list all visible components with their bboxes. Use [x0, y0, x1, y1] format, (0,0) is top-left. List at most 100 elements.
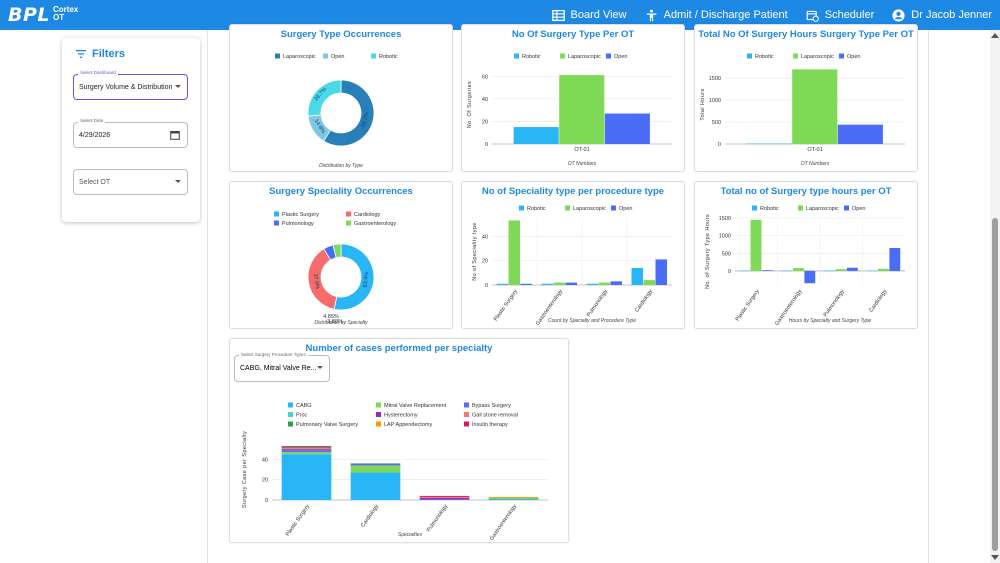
- legend-label: Robotic: [522, 54, 541, 60]
- logo-sub: Cortex OT: [53, 5, 79, 22]
- legend-swatch: [323, 53, 328, 59]
- legend-item: LAP Appendectomy: [376, 421, 432, 428]
- legend-label: Hysterectomy: [384, 413, 418, 419]
- y-tick-label: 20: [262, 478, 268, 484]
- legend-item: Robotic: [371, 53, 398, 60]
- surgery-type-hours-card: Total no of Surgery type hours per OT Rob…: [694, 181, 918, 329]
- x-axis-title: Specialties: [398, 532, 423, 538]
- legend-swatch: [376, 402, 381, 408]
- legend-swatch: [274, 211, 279, 217]
- bar: [793, 268, 804, 271]
- chevron-down-icon: [175, 85, 181, 88]
- y-tick-label: 20: [482, 119, 488, 125]
- account-icon: [892, 8, 905, 22]
- x-tick-label: Plastic Surgery: [735, 289, 761, 323]
- scroll-up-arrow[interactable]: [991, 33, 999, 38]
- legend-label: Open: [614, 54, 627, 60]
- bar: [553, 282, 565, 285]
- ot-select[interactable]: Select OT: [73, 169, 188, 195]
- date-field[interactable]: Select Date 4/29/2026: [73, 118, 188, 148]
- legend-label: Robotic: [527, 206, 546, 212]
- legend-label: CABG: [296, 403, 312, 409]
- pie-slice: [323, 79, 375, 147]
- x-tick-label: OT-01: [807, 147, 822, 153]
- legend-item: Open: [844, 205, 865, 212]
- x-tick-label: Cardiology: [634, 289, 654, 314]
- x-axis-title: OT Numbers: [801, 161, 830, 167]
- bar: [846, 267, 858, 271]
- procedure-type-select-value: CABG, Mitral Valve Re...: [240, 365, 317, 372]
- y-axis-title: Total Hours: [700, 88, 706, 120]
- legend-swatch: [371, 53, 376, 59]
- scheduler-icon: [806, 10, 819, 22]
- legend-swatch: [288, 421, 293, 427]
- legend-swatch: [565, 205, 570, 211]
- x-tick-label: Pulmonology: [426, 504, 449, 534]
- legend-label: Gastroenterology: [354, 221, 396, 227]
- nav-account[interactable]: Dr Jacob Jenner: [892, 8, 992, 22]
- bar: [889, 247, 901, 271]
- legend-label: LAP Appendectomy: [384, 422, 432, 428]
- chart-title: Number of cases performed per specialty: [305, 343, 493, 354]
- legend-item: Laparoscopic: [798, 205, 839, 212]
- bar: [281, 454, 332, 500]
- date-field-label: Select Date: [78, 118, 106, 123]
- bar: [488, 497, 539, 499]
- bar: [281, 452, 332, 455]
- legend-item: Laparoscopic: [560, 53, 601, 60]
- legend-item: Mitral Valve Replacement: [376, 402, 447, 409]
- y-tick-label: 1500: [719, 216, 731, 222]
- cases-per-specialty-card: Select Surgery Procedure Types CABG, Mit…: [229, 338, 569, 543]
- nav-scheduler[interactable]: Scheduler: [806, 9, 874, 22]
- procedure-type-select[interactable]: Select Surgery Procedure Types CABG, Mit…: [234, 352, 330, 382]
- surgery-hours-per-ot-card: Total No Of Surgery Hours Surgery Type P…: [694, 24, 918, 172]
- calendar-icon[interactable]: [170, 130, 180, 140]
- scroll-down-arrow[interactable]: [991, 555, 999, 560]
- y-tick-label: 500: [712, 120, 721, 126]
- bar: [281, 449, 332, 451]
- legend-item: CABG: [288, 402, 312, 409]
- legend-swatch: [747, 53, 752, 59]
- bar-chart: Robotic Laparoscopic Open 0 20 40 60 OT-01 No. O…: [467, 53, 672, 167]
- procedure-type-select-label: Select Surgery Procedure Types: [239, 352, 308, 357]
- legend-item: Robotic: [752, 205, 779, 212]
- legend-item: Open: [323, 53, 344, 60]
- legend-item: Cardiology: [346, 211, 381, 218]
- dashboard-select[interactable]: Select Dashboard Surgery Volume & Distri…: [73, 70, 188, 100]
- legend-label: Gall stone removal: [472, 413, 518, 419]
- dashboard-select-value: Surgery Volume & Distribution: [79, 83, 173, 91]
- legend-item: Open: [611, 205, 632, 212]
- x-tick-label: Plastic Surgery: [285, 504, 311, 538]
- bar: [350, 472, 401, 500]
- legend-item: Laparoscopic: [793, 53, 834, 60]
- legend-swatch: [288, 402, 293, 408]
- legend-label: Laparoscopic: [573, 206, 606, 212]
- slice-label: 53.4%: [363, 272, 371, 288]
- legend-swatch: [376, 412, 381, 417]
- legend-swatch: [274, 220, 279, 226]
- bar: [824, 270, 836, 272]
- x-tick-label: Cardiology: [360, 504, 380, 529]
- nav-admit-discharge[interactable]: Admit / Discharge Patient: [645, 9, 788, 22]
- app-logo[interactable]: BPL Cortex OT: [8, 4, 78, 26]
- x-axis-title: Distribution by Type: [319, 163, 363, 169]
- bar: [598, 282, 610, 285]
- legend-label: Laparoscopic: [806, 206, 839, 212]
- x-axis-title: Hours by Specialty and Surgery Type: [789, 318, 872, 324]
- legend-swatch: [376, 421, 381, 427]
- chart-title: No Of Surgery Type Per OT: [511, 29, 635, 40]
- legend-item: Pulmonary Valve Surgery: [288, 421, 358, 428]
- legend-label: Insulin therapy: [472, 422, 508, 428]
- legend-label: Open: [331, 54, 344, 60]
- legend-swatch: [606, 53, 611, 59]
- y-tick-label: 0: [265, 498, 268, 504]
- bar: [350, 463, 401, 466]
- y-tick-label: 1000: [709, 98, 721, 104]
- scroll-thumb[interactable]: [992, 218, 998, 551]
- y-axis-title: No. of Surgery Type Hours: [705, 214, 711, 289]
- nav-board-view[interactable]: Board View: [551, 9, 627, 22]
- page-scrollbar[interactable]: [990, 30, 1000, 563]
- bar: [496, 283, 508, 285]
- bar: [281, 447, 332, 449]
- legend-swatch: [519, 205, 524, 211]
